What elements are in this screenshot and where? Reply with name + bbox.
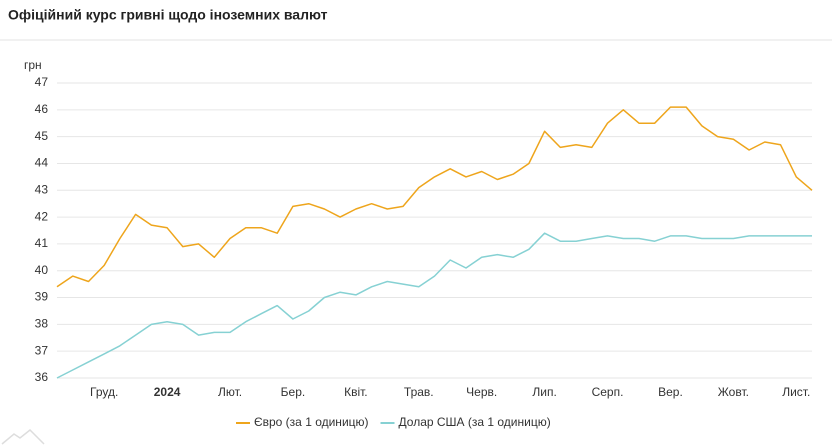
logo [1,428,45,445]
y-tick-label: 38 [35,317,49,331]
legend-label: Євро (за 1 одиницю) [254,415,369,429]
x-tick-label: Лист. [782,385,810,399]
x-tick-label: Бер. [281,385,306,399]
y-tick-label: 43 [35,182,49,196]
y-tick-label: 44 [35,156,49,170]
x-tick-label: Вер. [658,385,683,399]
y-tick-label: 39 [35,290,49,304]
y-axis-label: грн [24,58,42,72]
x-tick-label: Квіт. [344,385,368,399]
x-tick-label: Черв. [466,385,497,399]
y-tick-label: 42 [35,209,49,223]
legend-label: Долар США (за 1 одиницю) [399,415,551,429]
y-tick-label: 37 [35,343,49,357]
x-tick-label: Жовт. [718,385,749,399]
y-tick-label: 46 [35,102,49,116]
x-tick-label: Серп. [592,385,624,399]
x-tick-label: Лип. [532,385,556,399]
chart-title: Офіційний курс гривні щодо іноземних вал… [8,7,328,23]
x-tick-label: Лют. [218,385,242,399]
y-tick-label: 40 [35,263,49,277]
x-tick-label: Трав. [404,385,434,399]
series-line [56,106,813,288]
y-tick-label: 36 [35,370,49,384]
x-tick-label: 2024 [154,385,181,399]
y-tick-label: 45 [35,129,49,143]
y-tick-label: 41 [35,236,49,250]
x-tick-label: Груд. [90,385,118,399]
series-line [56,232,812,379]
y-tick-label: 47 [35,75,49,89]
